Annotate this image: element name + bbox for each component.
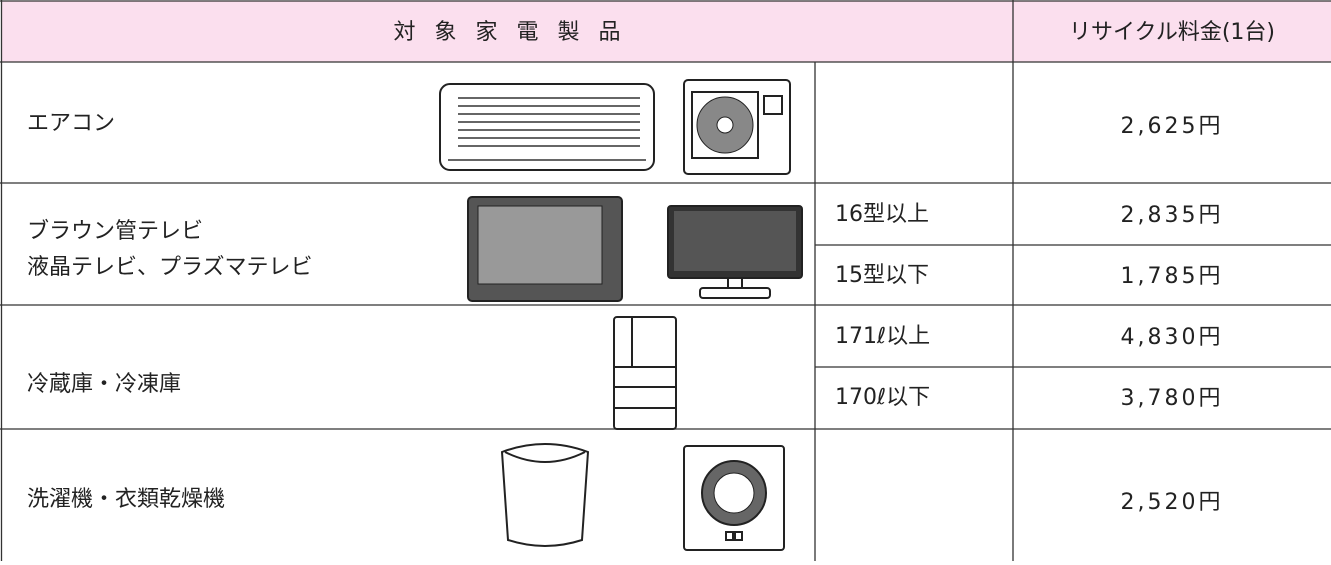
product-name: ブラウン管テレビ: [27, 219, 203, 244]
product-name: 冷蔵庫・冷凍庫: [27, 372, 181, 397]
price: 3,780円: [1121, 386, 1224, 411]
product-name: 液晶テレビ、プラズマテレビ: [27, 255, 313, 280]
price: 2,625円: [1121, 114, 1224, 139]
price: 2,835円: [1121, 203, 1224, 228]
size: 170ℓ以下: [835, 385, 930, 410]
dryer-icon: [683, 445, 785, 551]
aircon-icon: [439, 83, 655, 171]
lcd-tv-icon: [667, 205, 803, 299]
header-fee: リサイクル料金(1台): [1069, 20, 1275, 45]
product-name: エアコン: [27, 111, 115, 136]
header-product: 対 象 家 電 製 品: [394, 20, 627, 45]
size: 171ℓ以上: [835, 324, 930, 349]
outdoor-unit-icon: [683, 79, 791, 175]
price: 1,785円: [1121, 264, 1224, 289]
product-name: 洗濯機・衣類乾燥機: [27, 487, 225, 512]
crt-tv-icon: [467, 196, 623, 302]
size: 16型以上: [835, 202, 929, 227]
price: 4,830円: [1121, 325, 1224, 350]
fridge-icon: [613, 316, 677, 430]
price: 2,520円: [1121, 490, 1224, 515]
header-background: [1, 1, 1331, 62]
size: 15型以下: [835, 263, 929, 288]
washer-icon: [500, 443, 590, 547]
